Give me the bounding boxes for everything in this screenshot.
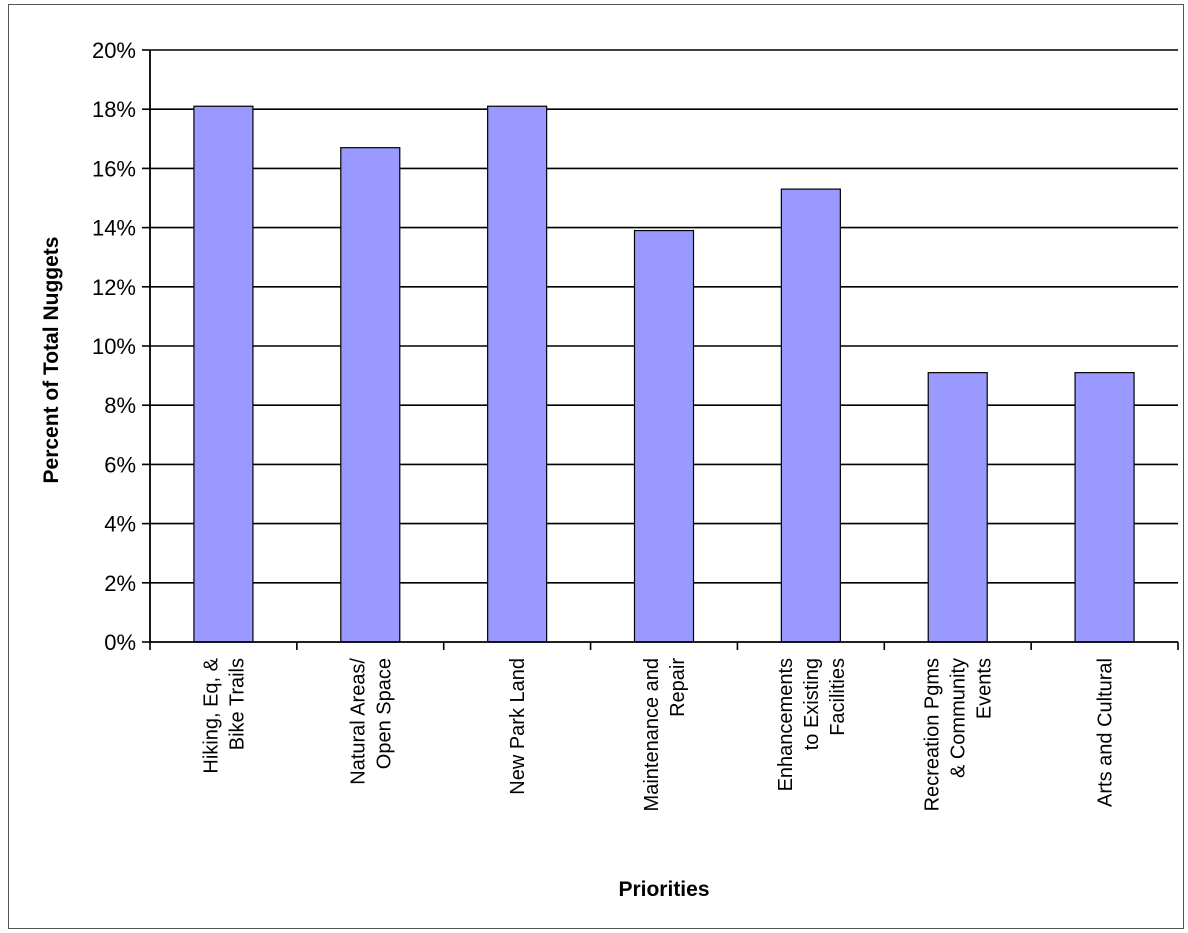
x-category-label: Open Space <box>373 658 395 769</box>
gridlines <box>150 49 1178 584</box>
x-axis-title: Priorities <box>618 878 709 901</box>
x-category-label: Maintenance and <box>641 658 663 811</box>
axes <box>142 49 1179 650</box>
bar <box>487 105 548 643</box>
y-tick-label: 10% <box>92 334 136 359</box>
bar <box>927 372 988 643</box>
y-tick-label: 2% <box>104 571 136 596</box>
y-tick-label: 8% <box>104 393 136 418</box>
x-category-label: & Community <box>948 658 970 778</box>
x-category-label: Enhancements <box>775 658 797 791</box>
bar <box>340 147 401 643</box>
x-category-label: Repair <box>667 658 689 717</box>
y-tick-label: 4% <box>104 512 136 537</box>
x-category-label: Bike Trails <box>226 658 248 750</box>
y-tick-label: 20% <box>92 38 136 63</box>
y-axis-title: Percent of Total Nuggets <box>40 237 63 484</box>
bar <box>193 105 254 643</box>
x-category-label: New Park Land <box>507 658 529 795</box>
bar <box>633 229 695 643</box>
y-tick-label: 16% <box>92 156 136 181</box>
y-tick-label: 0% <box>104 630 136 655</box>
y-tick-label: 18% <box>92 97 136 122</box>
x-category-label: Natural Areas/ <box>347 658 369 785</box>
bars <box>193 105 1135 643</box>
bar <box>1074 372 1135 643</box>
y-tick-label: 12% <box>92 275 136 300</box>
bar <box>780 188 841 643</box>
labels: 0% 2% 4% 6% 8% 10% 12% 14% 16% 18% 20% Hiking, Eq, … <box>92 38 1117 811</box>
x-category-label: Recreation Pgms <box>922 658 944 811</box>
x-category-label: to Existing <box>801 658 823 750</box>
x-category-label: Hiking, Eq, & <box>200 657 222 773</box>
x-category-label: Facilities <box>827 658 849 736</box>
y-tick-label: 6% <box>104 452 136 477</box>
x-category-label: Events <box>974 658 996 719</box>
x-category-label: Arts and Cultural <box>1095 658 1117 807</box>
y-tick-label: 14% <box>92 216 136 241</box>
